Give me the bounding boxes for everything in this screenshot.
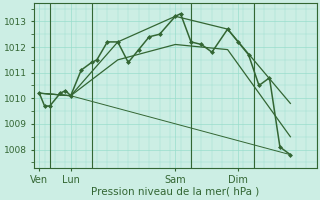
X-axis label: Pression niveau de la mer( hPa ): Pression niveau de la mer( hPa ) xyxy=(91,187,260,197)
